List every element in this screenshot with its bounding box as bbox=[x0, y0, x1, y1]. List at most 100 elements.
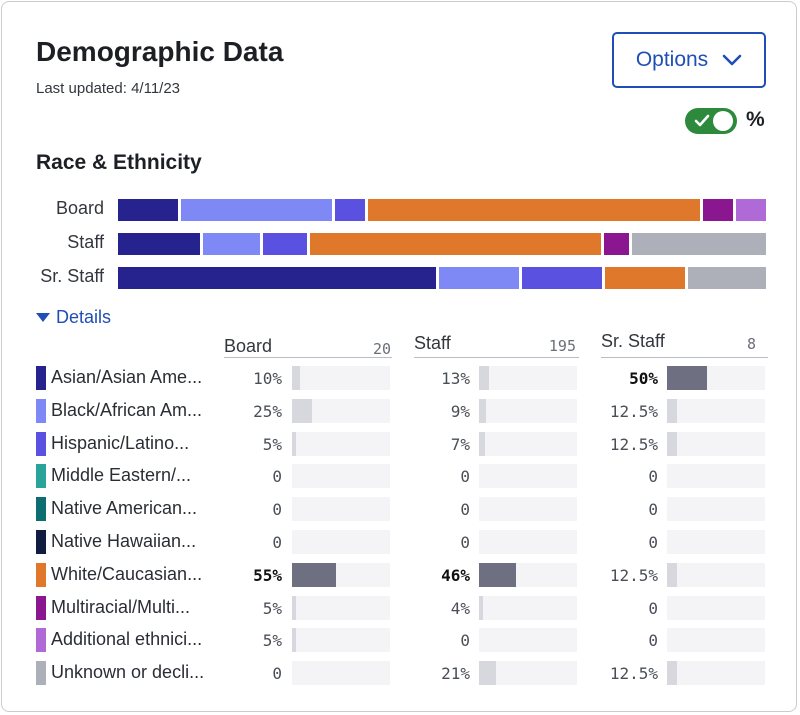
chevron-down-icon bbox=[722, 54, 742, 66]
bar-track bbox=[667, 497, 765, 522]
caret-down-icon bbox=[36, 312, 50, 322]
value-label-board: 0 bbox=[272, 664, 282, 684]
bar-track bbox=[292, 497, 390, 522]
column-header-rule bbox=[601, 357, 768, 358]
bar-board-black bbox=[292, 398, 312, 423]
column-count: 8 bbox=[746, 335, 756, 353]
bar-track bbox=[292, 530, 390, 554]
value-label-sr-staff: 0 bbox=[648, 467, 658, 487]
row-label[interactable]: Additional ethnici... bbox=[51, 629, 203, 650]
details-toggle[interactable]: Details bbox=[36, 307, 111, 328]
bar-track bbox=[667, 628, 765, 653]
legend-swatch-asian bbox=[36, 366, 46, 390]
bar-staff-unknown bbox=[479, 661, 496, 686]
bar-track bbox=[479, 628, 577, 653]
bar-segment-staff-white[interactable] bbox=[310, 233, 601, 255]
page-title: Demographic Data bbox=[36, 36, 284, 67]
value-label-sr-staff: 0 bbox=[648, 631, 658, 651]
last-updated-text: Last updated: 4/11/23 bbox=[36, 80, 181, 97]
row-label[interactable]: Middle Eastern/... bbox=[51, 465, 192, 486]
bar-segment-board-additional[interactable] bbox=[736, 199, 766, 221]
value-label-sr-staff: 12.5% bbox=[609, 664, 658, 684]
legend-swatch-hispanic bbox=[36, 431, 46, 456]
value-label-staff: 9% bbox=[450, 401, 470, 421]
bar-segment-sr-staff-black[interactable] bbox=[439, 267, 519, 289]
bar-track bbox=[667, 595, 765, 620]
value-label-board: 55% bbox=[253, 565, 282, 585]
row-label[interactable]: Black/African Am... bbox=[51, 399, 203, 420]
value-label-staff: 0 bbox=[460, 533, 470, 552]
value-label-sr-staff: 0 bbox=[648, 598, 658, 618]
value-label-sr-staff: 12.5% bbox=[609, 434, 658, 454]
column-count: 195 bbox=[548, 337, 576, 355]
bar-track bbox=[292, 431, 390, 456]
bar-track bbox=[292, 628, 390, 653]
bar-segment-sr-staff-unknown[interactable] bbox=[688, 267, 766, 289]
bar-segment-sr-staff-white[interactable] bbox=[605, 267, 685, 289]
row-label[interactable]: Multiracial/Multi... bbox=[51, 596, 191, 617]
bar-track bbox=[479, 661, 577, 686]
value-label-board: 5% bbox=[262, 434, 282, 454]
legend-swatch-multiracial bbox=[36, 595, 46, 620]
bar-sr-staff-unknown bbox=[667, 661, 677, 686]
bar-track bbox=[479, 530, 577, 554]
bar-track bbox=[667, 562, 765, 587]
row-label[interactable]: Unknown or decli... bbox=[51, 662, 205, 683]
row-label[interactable]: Native American... bbox=[51, 498, 198, 519]
bar-track bbox=[292, 595, 390, 620]
bar-segment-staff-black[interactable] bbox=[203, 233, 260, 255]
bar-board-white bbox=[292, 562, 336, 587]
bar-segment-staff-unknown[interactable] bbox=[632, 233, 766, 255]
bar-board-hispanic bbox=[292, 431, 296, 456]
bar-track bbox=[479, 464, 577, 489]
bar-staff-multiracial bbox=[479, 595, 483, 620]
value-label-sr-staff: 50% bbox=[629, 369, 658, 388]
row-label[interactable]: Native Hawaiian... bbox=[51, 531, 197, 551]
bar-segment-staff-asian[interactable] bbox=[118, 233, 200, 255]
value-label-board: 5% bbox=[262, 598, 282, 618]
percent-toggle-label: % bbox=[746, 108, 765, 131]
stacked-bar-label: Board bbox=[55, 198, 104, 218]
value-label-staff: 21% bbox=[441, 664, 470, 684]
bar-segment-sr-staff-asian[interactable] bbox=[118, 267, 436, 289]
bar-track bbox=[667, 431, 765, 456]
value-label-staff: 4% bbox=[450, 598, 470, 618]
bar-segment-sr-staff-hispanic[interactable] bbox=[522, 267, 602, 289]
bar-board-multiracial bbox=[292, 595, 296, 620]
column-header-board: Board bbox=[224, 336, 273, 356]
bar-track bbox=[292, 661, 390, 686]
bar-segment-board-asian[interactable] bbox=[118, 199, 178, 221]
bar-staff-white bbox=[479, 562, 516, 587]
legend-swatch-white bbox=[36, 562, 46, 587]
bar-track bbox=[292, 464, 390, 489]
bar-segment-board-black[interactable] bbox=[181, 199, 332, 221]
value-label-board: 0 bbox=[272, 533, 282, 552]
value-label-staff: 7% bbox=[450, 434, 470, 454]
bar-sr-staff-white bbox=[667, 562, 677, 587]
percent-toggle[interactable] bbox=[685, 108, 737, 134]
row-label[interactable]: White/Caucasian... bbox=[51, 563, 203, 584]
stacked-bar-label: Sr. Staff bbox=[40, 266, 104, 286]
row-label[interactable]: Hispanic/Latino... bbox=[51, 432, 190, 453]
column-count: 20 bbox=[372, 340, 391, 358]
value-label-staff: 0 bbox=[460, 500, 470, 520]
bar-segment-board-white[interactable] bbox=[368, 199, 700, 221]
options-button-label: Options bbox=[635, 48, 709, 71]
options-button[interactable]: Options bbox=[612, 32, 766, 88]
value-label-sr-staff: 12.5% bbox=[609, 401, 658, 421]
legend-swatch-middleeastern bbox=[36, 464, 46, 489]
row-label[interactable]: Asian/Asian Ame... bbox=[51, 367, 203, 387]
bar-segment-board-hispanic[interactable] bbox=[335, 199, 365, 221]
bar-segment-board-multiracial[interactable] bbox=[703, 199, 733, 221]
bar-track bbox=[667, 530, 765, 554]
bar-track bbox=[292, 366, 390, 390]
bar-segment-staff-multiracial[interactable] bbox=[604, 233, 629, 255]
legend-swatch-additional bbox=[36, 628, 46, 653]
column-header-staff: Staff bbox=[414, 333, 451, 353]
bar-segment-staff-hispanic[interactable] bbox=[263, 233, 307, 255]
toggle-knob bbox=[713, 111, 733, 131]
legend-swatch-unknown bbox=[36, 661, 46, 686]
value-label-sr-staff: 12.5% bbox=[609, 565, 658, 585]
column-header-sr-staff: Sr. Staff bbox=[601, 331, 665, 351]
